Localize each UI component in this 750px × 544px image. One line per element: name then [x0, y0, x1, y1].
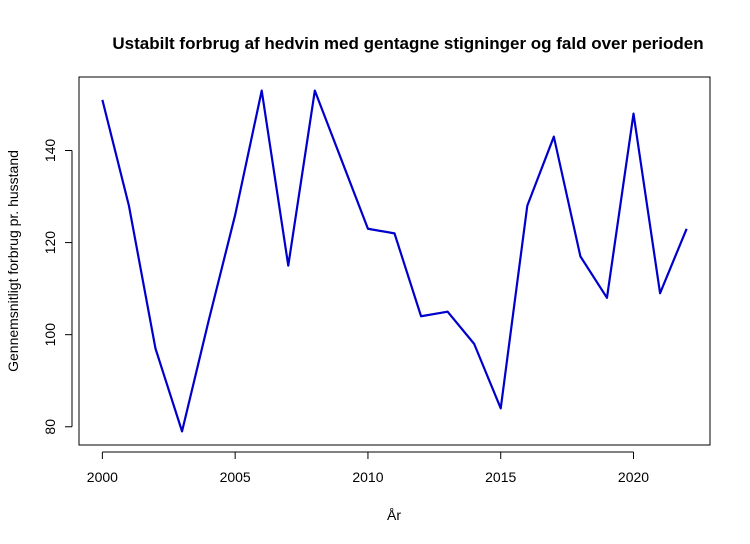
x-tick-label: 2005 — [220, 469, 251, 485]
y-tick-label: 120 — [42, 231, 58, 255]
series-layer — [101, 89, 688, 433]
plot-frame — [78, 76, 711, 446]
x-tick-label: 2010 — [352, 469, 383, 485]
x-axis: 2000 2005 2010 2015 2020 — [87, 451, 649, 485]
x-tick-label: 2000 — [87, 469, 118, 485]
y-axis-label: Gennemsnitligt forbrug pr. husstand — [5, 150, 21, 372]
y-axis: 80 100 120 140 — [42, 139, 73, 435]
series-line — [101, 89, 688, 433]
y-tick-label: 140 — [42, 139, 58, 163]
x-tick-label: 2020 — [618, 469, 649, 485]
chart-title: Ustabilt forbrug af hedvin med gentagne … — [112, 34, 703, 53]
y-tick-label: 100 — [42, 323, 58, 347]
x-tick-label: 2015 — [485, 469, 516, 485]
x-axis-label: År — [387, 507, 401, 523]
y-tick-label: 80 — [42, 419, 58, 435]
